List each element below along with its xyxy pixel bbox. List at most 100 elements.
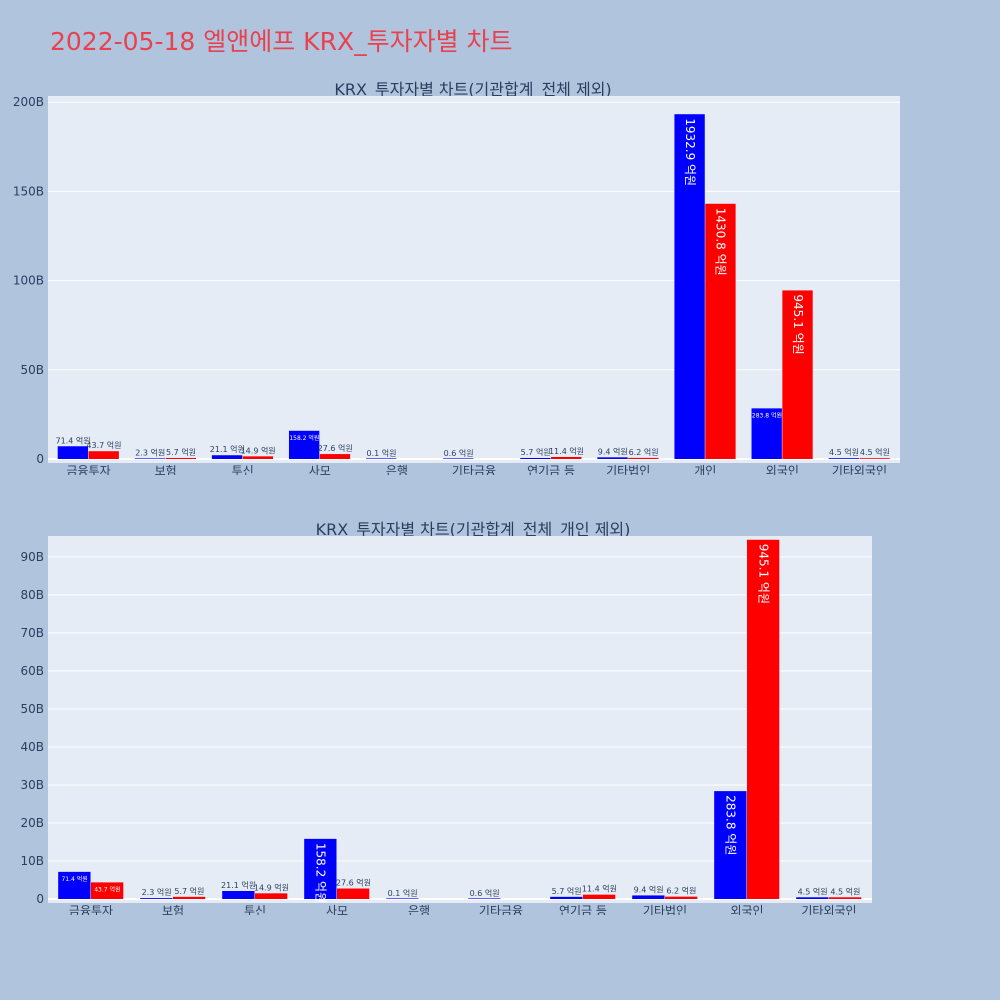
bar-data-label: 9.4 억원 [598, 446, 628, 456]
bar [337, 888, 370, 899]
bar [140, 898, 173, 899]
y-tick-label: 40B [20, 740, 44, 754]
bar [255, 893, 288, 899]
y-tick-label: 50B [20, 363, 44, 377]
bar [91, 882, 124, 899]
bar [550, 896, 583, 899]
bar [674, 114, 705, 459]
bar [597, 457, 628, 459]
y-tick-label: 90B [20, 550, 44, 564]
bar-data-label: 43.7 억원 [86, 440, 121, 450]
bar-data-label: 5.7 억원 [521, 447, 551, 457]
bar [782, 290, 813, 459]
x-tick-label: 금융투자 [66, 464, 110, 475]
bar [751, 408, 782, 459]
bar [134, 458, 166, 459]
bar-data-label: 5.7 억원 [552, 886, 582, 896]
bar-data-label: 71.4 억원 [61, 875, 87, 883]
bar-data-label: 14.9 억원 [241, 445, 276, 455]
bar-data-label: 27.6 억원 [336, 878, 371, 888]
y-tick-label: 20B [20, 816, 44, 830]
y-ticks: 0 50B 100B 150B 200B [13, 95, 44, 466]
bars [57, 114, 890, 459]
bar [551, 456, 582, 459]
bar-data-label: 5.7 억원 [174, 886, 204, 896]
y-tick-label: 70B [20, 626, 44, 640]
bar-data-label: 5.7 억원 [166, 447, 196, 457]
bar [386, 898, 419, 899]
y-tick-label: 150B [13, 184, 44, 198]
bar-data-label: 43.7 억원 [94, 885, 120, 893]
chart-title: KRX_투자자별 차트(기관합계_전체 제외) [334, 80, 611, 100]
x-ticks: 금융투자 보험 투신 사모 은행 기타금융 연기금 등 기타법인 개인 외국인 기타외국인 [66, 463, 887, 475]
y-tick-label: 80B [20, 588, 44, 602]
bar [304, 838, 337, 899]
y-tick-label: 50B [20, 702, 44, 716]
x-tick-label: 외국인 [730, 904, 763, 915]
bar [828, 458, 859, 459]
x-tick-label: 사모 [309, 464, 331, 475]
x-tick-label: 기타법인 [606, 464, 650, 475]
bar [242, 456, 274, 459]
bar-data-label: 1932.9 억원 [683, 118, 697, 186]
bar-data-label: 945.1 억원 [756, 544, 770, 604]
y-tick-label: 10B [20, 854, 44, 868]
bar-data-label: 2.3 억원 [142, 887, 172, 897]
bar [211, 455, 243, 459]
bar [859, 458, 890, 459]
bar-data-label: 9.4 억원 [634, 884, 664, 894]
bar [173, 896, 206, 899]
bar-data-label: 1430.8 억원 [714, 208, 728, 276]
bar [288, 430, 320, 459]
x-tick-label: 기타법인 [643, 904, 687, 915]
bar-data-label: 0.1 억원 [388, 888, 418, 898]
bar-data-label: 158.2 억원 [289, 434, 319, 442]
x-tick-label: 기타금융 [479, 904, 523, 915]
y-tick-label: 200B [13, 95, 44, 109]
x-tick-label: 투신 [244, 904, 266, 915]
bar [366, 458, 397, 459]
bar [628, 457, 659, 459]
x-tick-label: 투신 [232, 464, 254, 475]
bar-data-label: 6.2 억원 [666, 886, 696, 896]
page-title: 2022-05-18 엘앤에프 KRX_투자자별 차트 [50, 27, 513, 56]
chart-title: KRX_투자자별 차트(기관합계_전체_개인 제외) [316, 520, 631, 540]
bar-data-label: 283.8 억원 [724, 795, 738, 855]
bar-data-label: 11.4 억원 [549, 446, 584, 456]
bar [222, 890, 255, 899]
bar [58, 871, 91, 899]
chart-bottom: KRX_투자자별 차트(기관합계_전체_개인 제외) 0 10B 20B 30B 40B… [20, 520, 872, 915]
x-tick-label: 기타금융 [452, 464, 496, 475]
bar [829, 897, 862, 899]
bar-data-label: 2.3 억원 [135, 448, 165, 458]
y-tick-label: 0 [36, 892, 44, 906]
bar-data-label: 11.4 억원 [582, 884, 617, 894]
y-tick-label: 0 [36, 452, 44, 466]
bar-data-label: 71.4 억원 [56, 435, 91, 445]
bar [88, 451, 119, 459]
y-tick-label: 100B [13, 274, 44, 288]
y-ticks: 0 10B 20B 30B 40B 50B 60B 70B 80B 90B [20, 550, 44, 906]
bar-data-label: 21.1 억원 [221, 880, 256, 890]
x-tick-label: 개인 [694, 464, 716, 475]
bar-data-label: 0.6 억원 [444, 448, 474, 458]
x-tick-label: 은행 [408, 903, 430, 915]
bar [705, 203, 736, 459]
bars [58, 539, 862, 899]
x-tick-label: 기타외국인 [832, 464, 887, 475]
bar-data-label: 14.9 억원 [254, 882, 289, 892]
bar-data-label: 4.5 억원 [829, 447, 859, 457]
x-tick-label: 보험 [162, 904, 184, 915]
bar [796, 897, 829, 899]
bar-data-label: 4.5 억원 [860, 447, 890, 457]
bar [165, 457, 196, 459]
bar-data-label: 6.2 억원 [629, 447, 659, 457]
x-tick-label: 외국인 [766, 464, 799, 475]
bar [714, 791, 747, 899]
chart-top: KRX_투자자별 차트(기관합계_전체 제외) 0 50B 100B 150B 200B… [13, 80, 900, 475]
bar-data-label: 4.5 억원 [798, 886, 828, 896]
x-tick-label: 연기금 등 [559, 904, 607, 915]
x-tick-label: 금융투자 [69, 904, 113, 915]
x-tick-label: 연기금 등 [527, 464, 575, 475]
